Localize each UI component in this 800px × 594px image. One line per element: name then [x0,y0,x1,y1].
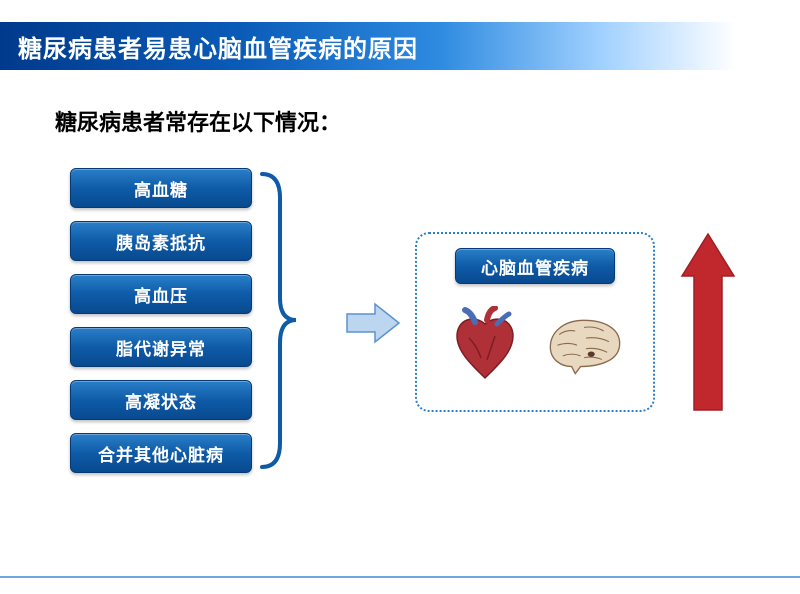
factor-item: 高血压 [70,274,252,314]
outcome-panel: 心脑血管疾病 [415,232,655,412]
factor-item: 脂代谢异常 [70,327,252,367]
factor-item: 高血糖 [70,168,252,208]
up-arrow-icon [680,232,736,412]
outcome-label: 心脑血管疾病 [455,248,615,284]
organ-row [445,306,625,386]
brain-icon [545,306,625,386]
page-title: 糖尿病患者易患心脑血管疾病的原因 [18,29,418,64]
factor-item: 合并其他心脏病 [70,433,252,473]
title-bar: 糖尿病患者易患心脑血管疾病的原因 [0,22,800,70]
arrow-right-icon [345,300,401,346]
bracket-icon [258,168,298,473]
factor-item: 胰岛素抵抗 [70,221,252,261]
subtitle: 糖尿病患者常存在以下情况： [55,105,341,137]
factor-item: 高凝状态 [70,380,252,420]
factors-list: 高血糖 胰岛素抵抗 高血压 脂代谢异常 高凝状态 合并其他心脏病 [70,168,252,473]
heart-icon [445,306,525,386]
bottom-divider [0,576,800,578]
